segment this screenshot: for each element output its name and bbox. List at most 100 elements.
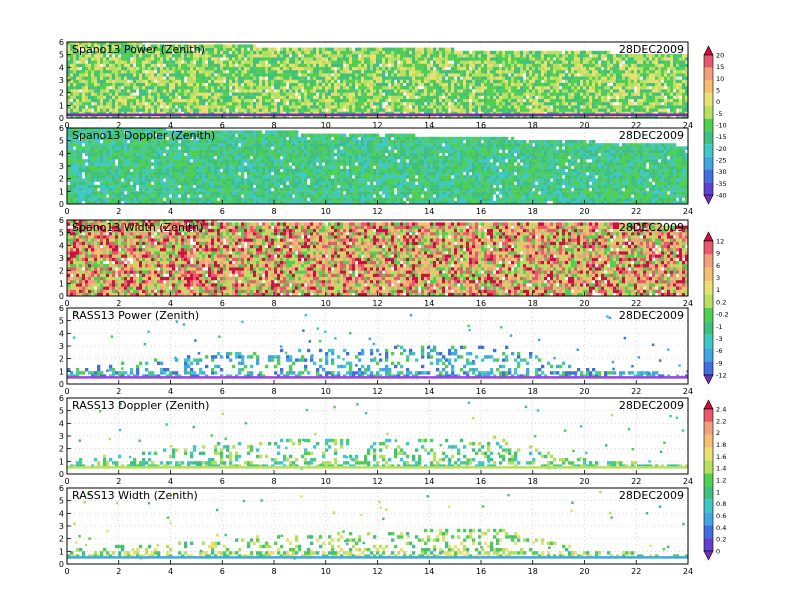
heatmap-cell [313, 108, 317, 112]
heatmap-cell [175, 54, 179, 58]
heatmap-cell [544, 79, 548, 83]
heatmap-cell [115, 105, 119, 109]
heatmap-cell [88, 47, 92, 51]
heatmap-cell [538, 89, 542, 93]
heatmap-cell [457, 66, 461, 71]
heatmap-cell [370, 92, 374, 96]
heatmap-cell [568, 54, 572, 58]
heatmap-cell [70, 54, 74, 58]
heatmap-cell [532, 98, 536, 103]
heatmap-cell [133, 133, 137, 137]
heatmap-cell [151, 79, 155, 83]
heatmap-cell [130, 197, 134, 201]
heatmap-cell [202, 54, 206, 58]
heatmap-cell [142, 63, 146, 67]
heatmap-cell [559, 89, 563, 93]
heatmap-cell [391, 95, 395, 99]
heatmap-cell [214, 44, 218, 48]
heatmap-cell [601, 60, 605, 64]
heatmap-cell [133, 114, 137, 118]
heatmap-cell [538, 98, 542, 103]
heatmap-cell [664, 63, 668, 67]
heatmap-cell [196, 114, 200, 118]
heatmap-cell [304, 114, 308, 118]
heatmap-cell [520, 60, 524, 64]
heatmap-cell [118, 152, 122, 157]
heatmap-cell [289, 102, 293, 106]
heatmap-cell [145, 92, 149, 96]
heatmap-cell [130, 95, 134, 99]
heatmap-cell [289, 60, 293, 64]
heatmap-cell [490, 102, 494, 106]
heatmap-cell [304, 92, 308, 96]
heatmap-cell [217, 50, 221, 55]
heatmap-cell [346, 60, 350, 64]
heatmap-cell [88, 175, 92, 179]
heatmap-cell [268, 76, 272, 80]
heatmap-cell [523, 60, 527, 64]
heatmap-cell [394, 111, 398, 115]
heatmap-cell [547, 92, 551, 96]
heatmap-cell [466, 70, 470, 74]
heatmap-cell [319, 82, 323, 87]
heatmap-cell [601, 114, 605, 118]
heatmap-cell [97, 73, 101, 77]
heatmap-cell [361, 60, 365, 64]
heatmap-cell [586, 66, 590, 71]
heatmap-cell [76, 70, 80, 74]
heatmap-cell [91, 140, 95, 144]
heatmap-cell [82, 111, 86, 115]
heatmap-cell [88, 140, 92, 144]
heatmap-cell [592, 70, 596, 74]
heatmap-cell [403, 105, 407, 109]
heatmap-cell [661, 108, 665, 112]
heatmap-cell [133, 54, 137, 58]
heatmap-cell [136, 54, 140, 58]
heatmap-cell [145, 200, 149, 204]
heatmap-cell [529, 89, 533, 93]
heatmap-cell [421, 98, 425, 103]
heatmap-cell [139, 86, 143, 90]
heatmap-cell [580, 50, 584, 55]
heatmap-cell [346, 79, 350, 83]
heatmap-cell [115, 82, 119, 87]
heatmap-cell [79, 98, 83, 103]
heatmap-cell [508, 54, 512, 58]
heatmap-cell [601, 82, 605, 87]
heatmap-cell [628, 57, 632, 61]
heatmap-cell [145, 146, 149, 150]
heatmap-cell [274, 95, 278, 99]
heatmap-cell [358, 76, 362, 80]
heatmap-cell [232, 82, 236, 87]
heatmap-cell [490, 63, 494, 67]
heatmap-cell [196, 89, 200, 93]
heatmap-cell [352, 79, 356, 83]
heatmap-cell [394, 47, 398, 51]
heatmap-cell [577, 102, 581, 106]
heatmap-cell [493, 76, 497, 80]
heatmap-cell [511, 57, 515, 61]
heatmap-cell [106, 136, 110, 141]
heatmap-cell [106, 63, 110, 67]
heatmap-cell [592, 95, 596, 99]
heatmap-cell [637, 60, 641, 64]
heatmap-cell [274, 60, 278, 64]
heatmap-cell [355, 54, 359, 58]
heatmap-cell [490, 70, 494, 74]
heatmap-cell [457, 95, 461, 99]
heatmap-cell [541, 95, 545, 99]
heatmap-cell [76, 162, 80, 166]
heatmap-cell [316, 47, 320, 51]
heatmap-cell [82, 191, 86, 195]
heatmap-cell [94, 130, 98, 134]
heatmap-cell [241, 92, 245, 96]
heatmap-cell [298, 57, 302, 61]
heatmap-cell [628, 86, 632, 90]
heatmap-cell [127, 98, 131, 103]
heatmap-cell [73, 165, 77, 169]
heatmap-cell [127, 159, 131, 163]
heatmap-cell [571, 114, 575, 118]
heatmap-cell [241, 54, 245, 58]
heatmap-cell [85, 66, 89, 71]
heatmap-cell [685, 79, 688, 83]
